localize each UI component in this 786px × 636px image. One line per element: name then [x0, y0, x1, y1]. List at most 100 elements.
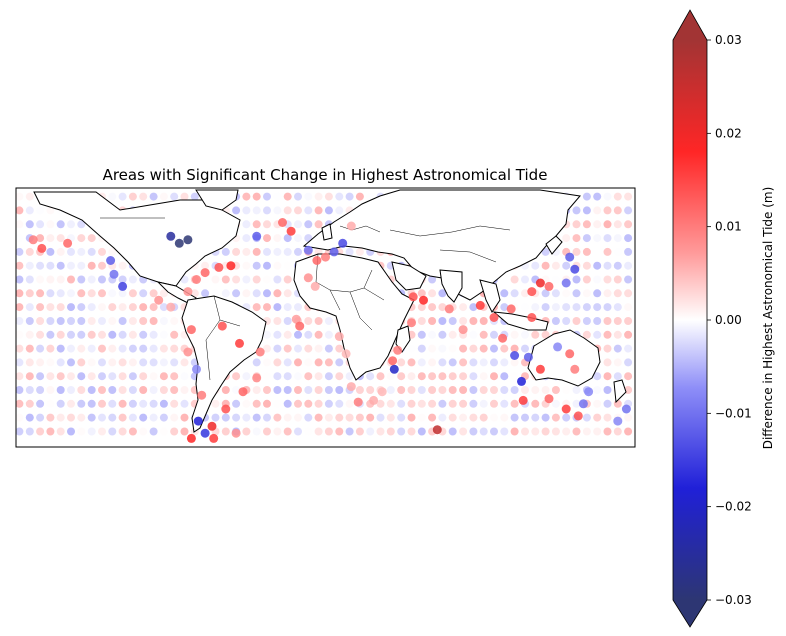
background-point [263, 358, 271, 367]
background-point [294, 399, 302, 408]
background-point [232, 372, 241, 381]
background-point [490, 358, 498, 367]
background-point [448, 344, 457, 353]
background-point [417, 303, 426, 312]
background-point [355, 386, 364, 394]
data-point [346, 221, 356, 231]
background-point [252, 358, 261, 367]
background-point [541, 413, 550, 422]
background-point [500, 344, 509, 353]
background-point [252, 289, 261, 298]
background-point [16, 220, 24, 229]
background-point [490, 344, 498, 353]
data-point [238, 387, 248, 397]
background-point [273, 386, 282, 394]
background-point [118, 372, 127, 381]
background-point [490, 413, 498, 422]
background-point [624, 344, 633, 353]
background-point [98, 330, 106, 339]
background-point [170, 372, 179, 381]
background-point [283, 234, 292, 243]
background-point [417, 427, 426, 436]
background-point [201, 275, 210, 284]
background-point [56, 317, 65, 325]
background-point [603, 330, 612, 339]
background-point [252, 427, 261, 436]
data-point [475, 300, 485, 310]
background-point [624, 247, 633, 256]
background-point [479, 372, 488, 381]
background-point [624, 372, 633, 381]
background-point [479, 317, 488, 325]
background-point [314, 206, 323, 215]
background-point [304, 220, 313, 229]
background-point [294, 427, 302, 436]
background-point [77, 330, 86, 339]
background-point [521, 386, 529, 394]
background-point [211, 413, 220, 422]
background-point [304, 413, 313, 422]
background-point [36, 317, 45, 325]
background-point [355, 192, 364, 201]
background-point [273, 344, 282, 353]
background-point [521, 344, 529, 353]
background-point [16, 275, 24, 284]
background-point [16, 330, 24, 339]
background-point [294, 192, 302, 201]
background-point [428, 344, 437, 353]
background-point [46, 386, 55, 394]
background-point [294, 303, 302, 312]
background-point [77, 358, 86, 367]
background-point [283, 275, 292, 284]
background-point [221, 289, 230, 298]
background-point [572, 220, 581, 229]
background-point [294, 220, 302, 229]
background-point [562, 261, 571, 270]
background-point [232, 206, 241, 215]
background-point [283, 261, 292, 270]
background-point [25, 317, 34, 325]
background-point [263, 386, 271, 394]
background-point [593, 330, 602, 339]
background-point [283, 386, 292, 394]
background-point [324, 413, 333, 422]
background-point [159, 330, 168, 339]
background-point [56, 413, 65, 422]
background-point [273, 399, 282, 408]
background-point [25, 192, 34, 201]
background-point [139, 330, 148, 339]
background-point [397, 413, 406, 422]
data-point [252, 231, 262, 241]
background-point [551, 289, 560, 298]
background-point [159, 289, 168, 298]
data-point [573, 411, 583, 421]
background-point [36, 303, 45, 312]
background-point [469, 303, 478, 312]
background-point [149, 372, 158, 381]
background-point [159, 399, 168, 408]
background-point [572, 275, 581, 284]
background-point [170, 330, 179, 339]
background-point [252, 399, 261, 408]
background-point [56, 220, 65, 229]
background-point [366, 427, 375, 436]
background-point [603, 344, 612, 353]
colorbar-gradient [673, 40, 707, 600]
background-point [417, 372, 426, 381]
background-point [16, 261, 24, 270]
background-point [25, 289, 34, 298]
background-point [613, 330, 622, 339]
background-point [16, 386, 24, 394]
background-point [87, 344, 96, 353]
background-point [469, 358, 478, 367]
data-point [346, 382, 356, 392]
background-point [603, 220, 612, 229]
background-point [345, 247, 354, 256]
background-point [221, 247, 230, 256]
background-point [613, 399, 622, 408]
background-point [252, 303, 261, 312]
background-point [572, 386, 581, 394]
background-point [46, 275, 55, 284]
background-point [541, 427, 550, 436]
background-point [407, 427, 416, 436]
